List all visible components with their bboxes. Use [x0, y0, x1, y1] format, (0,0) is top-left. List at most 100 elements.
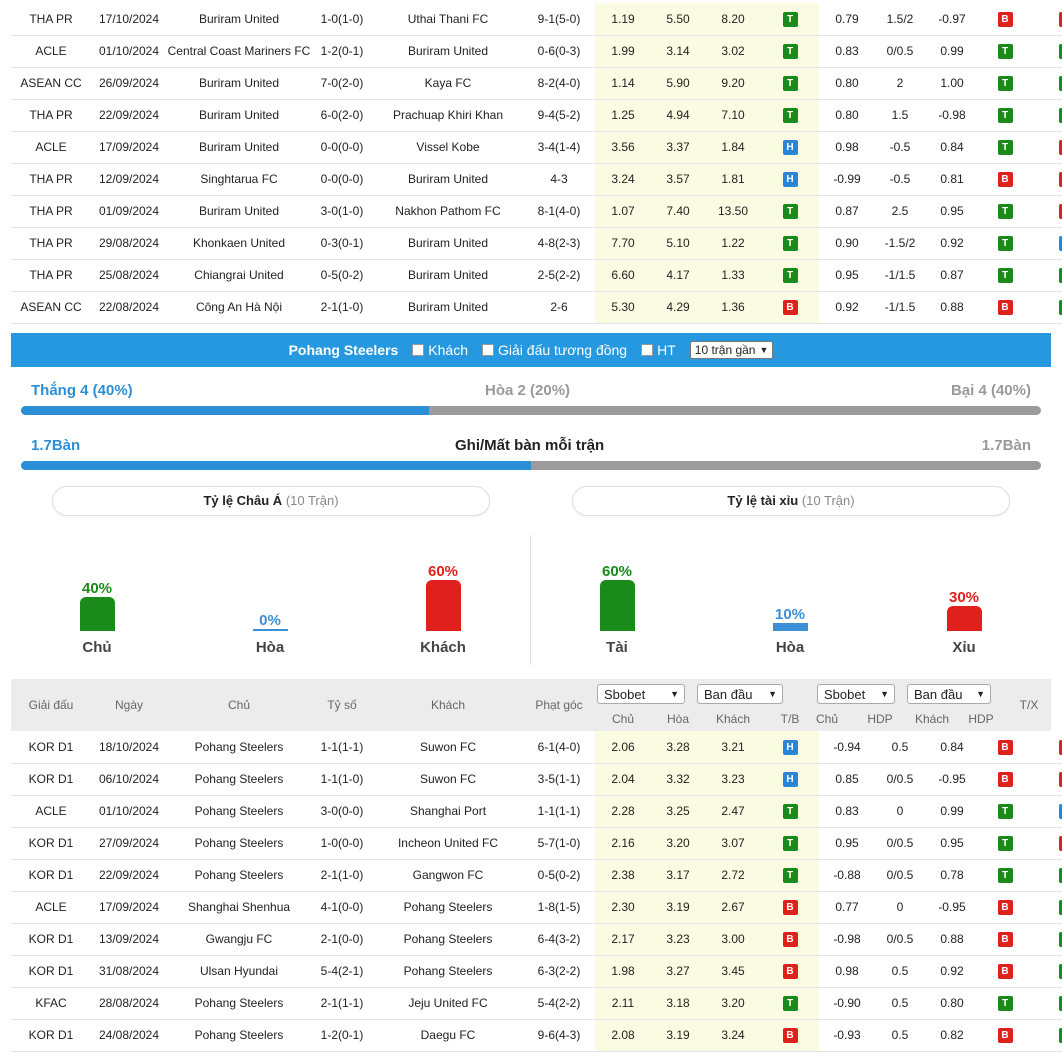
score-cell[interactable]: 2-1(0-0) — [311, 923, 373, 956]
home-team-link[interactable]: Khonkaen United — [167, 227, 311, 260]
score-cell[interactable]: 0-0(0-0) — [311, 163, 373, 196]
home-team-link[interactable]: Central Coast Mariners FC — [167, 35, 311, 68]
corner-cell: 3-5(1-1) — [523, 763, 595, 796]
score-cell[interactable]: 1-2(0-1) — [311, 1019, 373, 1052]
home-team-link[interactable]: Công An Hà Nội — [167, 291, 311, 324]
home-team-link[interactable]: Buriram United — [167, 99, 311, 132]
home-team-link[interactable]: Buriram United — [167, 3, 311, 36]
half-time-score: (0-1) — [338, 44, 364, 58]
score-cell[interactable]: 2-1(1-1) — [311, 987, 373, 1020]
away-team-link[interactable]: Pohang Steelers — [373, 955, 523, 988]
home-team-link[interactable]: Pohang Steelers — [167, 987, 311, 1020]
score-cell[interactable]: 4-1(0-0) — [311, 891, 373, 924]
odds-result-cell: H — [761, 163, 819, 196]
home-team-link[interactable]: Pohang Steelers — [167, 795, 311, 828]
home-team-link[interactable]: Gwangju FC — [167, 923, 311, 956]
score-cell[interactable]: 7-0(2-0) — [311, 67, 373, 100]
odds-type-select[interactable]: Ban đầu ▼ — [697, 684, 783, 704]
over-under-result-badge: X — [1058, 204, 1062, 219]
away-team-link[interactable]: Incheon United FC — [373, 827, 523, 860]
away-team-link[interactable]: Buriram United — [373, 259, 523, 292]
away-team-link[interactable]: Kaya FC — [373, 67, 523, 100]
score-cell[interactable]: 3-0(0-0) — [311, 795, 373, 828]
score-cell[interactable]: 0-0(0-0) — [311, 131, 373, 164]
away-team-link[interactable]: Nakhon Pathom FC — [373, 195, 523, 228]
score-cell[interactable]: 1-0(0-0) — [311, 827, 373, 860]
odds-away-cell: 1.22 — [705, 227, 761, 260]
odds-away-cell: 3.00 — [705, 923, 761, 956]
score-cell[interactable]: 1-2(0-1) — [311, 35, 373, 68]
away-team-link[interactable]: Buriram United — [373, 35, 523, 68]
over-under-tab[interactable]: Tỷ lệ tài xỉu (10 Trận) — [572, 486, 1010, 516]
score-cell[interactable]: 5-4(2-1) — [311, 955, 373, 988]
asian-handicap-tab[interactable]: Tỷ lệ Châu Á (10 Trận) — [52, 486, 490, 516]
home-team-link[interactable]: Pohang Steelers — [167, 1019, 311, 1052]
home-team-link[interactable]: Chiangrai United — [167, 259, 311, 292]
home-team-link[interactable]: Pohang Steelers — [167, 731, 311, 764]
away-team-link[interactable]: Shanghai Port — [373, 795, 523, 828]
score-cell[interactable]: 3-0(1-0) — [311, 195, 373, 228]
odds-draw-cell: 3.23 — [651, 923, 705, 956]
ht-checkbox[interactable] — [641, 344, 654, 356]
away-team-link[interactable]: Buriram United — [373, 291, 523, 324]
over-under-result-cell: X — [1031, 163, 1062, 196]
away-team-link[interactable]: Prachuap Khiri Khan — [373, 99, 523, 132]
half-time-score: (0-2) — [338, 268, 364, 282]
full-time-score: 6-0 — [320, 108, 338, 122]
score-cell[interactable]: 1-1(1-1) — [311, 731, 373, 764]
odds-away-cell: 7.10 — [705, 99, 761, 132]
handicap-home-cell: 0.83 — [819, 795, 875, 828]
home-team-link[interactable]: Pohang Steelers — [167, 827, 311, 860]
score-cell[interactable]: 2-1(1-0) — [311, 291, 373, 324]
handicap-line-cell: 0.5 — [875, 955, 925, 988]
filter-same-league-option[interactable]: Giải đấu tương đồng — [482, 342, 627, 358]
handicap-line-cell: 1.5/2 — [875, 3, 925, 36]
home-team-link[interactable]: Pohang Steelers — [167, 763, 311, 796]
score-cell[interactable]: 0-3(0-1) — [311, 227, 373, 260]
away-team-link[interactable]: Uthai Thani FC — [373, 3, 523, 36]
away-team-link[interactable]: Vissel Kobe — [373, 131, 523, 164]
home-team-link[interactable]: Buriram United — [167, 195, 311, 228]
date-cell: 29/08/2024 — [91, 227, 167, 260]
score-cell[interactable]: 1-0(1-0) — [311, 3, 373, 36]
odds-draw-cell: 3.32 — [651, 763, 705, 796]
away-team-link[interactable]: Buriram United — [373, 227, 523, 260]
league-cell: KOR D1 — [11, 763, 91, 796]
home-team-link[interactable]: Singhtarua FC — [167, 163, 311, 196]
away-team-link[interactable]: Jeju United FC — [373, 987, 523, 1020]
handicap-type-select[interactable]: Ban đầu ▼ — [907, 684, 991, 704]
handicap-company-select[interactable]: Sbobet ▼ — [817, 684, 895, 704]
score-cell[interactable]: 2-1(1-0) — [311, 859, 373, 892]
bar-percent: 30% — [948, 588, 980, 606]
odds-home-cell: 7.70 — [595, 227, 651, 260]
away-team-link[interactable]: Gangwon FC — [373, 859, 523, 892]
score-cell[interactable]: 6-0(2-0) — [311, 99, 373, 132]
filter-away-option[interactable]: Khách — [412, 342, 468, 358]
away-team-link[interactable]: Pohang Steelers — [373, 891, 523, 924]
home-team-link[interactable]: Pohang Steelers — [167, 859, 311, 892]
date-cell: 28/08/2024 — [91, 987, 167, 1020]
home-team-link[interactable]: Ulsan Hyundai — [167, 955, 311, 988]
away-checkbox[interactable] — [412, 344, 425, 356]
home-team-link[interactable]: Shanghai Shenhua — [167, 891, 311, 924]
over-under-result-cell: X — [1031, 3, 1062, 36]
away-team-link[interactable]: Pohang Steelers — [373, 923, 523, 956]
away-team-link[interactable]: Buriram United — [373, 163, 523, 196]
odds-draw-cell: 3.18 — [651, 987, 705, 1020]
handicap-result-cell: B — [979, 163, 1031, 196]
table-row: KOR D1 31/08/2024 Ulsan Hyundai 5-4(2-1) Poh… — [11, 955, 1062, 988]
recent-matches-select[interactable]: 10 trận gần ▼ — [689, 341, 774, 359]
score-cell[interactable]: 0-5(0-2) — [311, 259, 373, 292]
away-team-link[interactable]: Suwon FC — [373, 731, 523, 764]
odds-company-select[interactable]: Sbobet ▼ — [597, 684, 685, 704]
score-cell[interactable]: 1-1(1-0) — [311, 763, 373, 796]
away-team-link[interactable]: Suwon FC — [373, 763, 523, 796]
home-team-link[interactable]: Buriram United — [167, 67, 311, 100]
filter-ht-option[interactable]: HT — [641, 342, 676, 358]
full-time-score: 1-1 — [320, 772, 338, 786]
team-name: Pohang Steelers — [288, 342, 399, 358]
home-team-link[interactable]: Buriram United — [167, 131, 311, 164]
same-league-checkbox[interactable] — [482, 344, 494, 356]
league-cell: ACLE — [11, 131, 91, 164]
away-team-link[interactable]: Daegu FC — [373, 1019, 523, 1052]
